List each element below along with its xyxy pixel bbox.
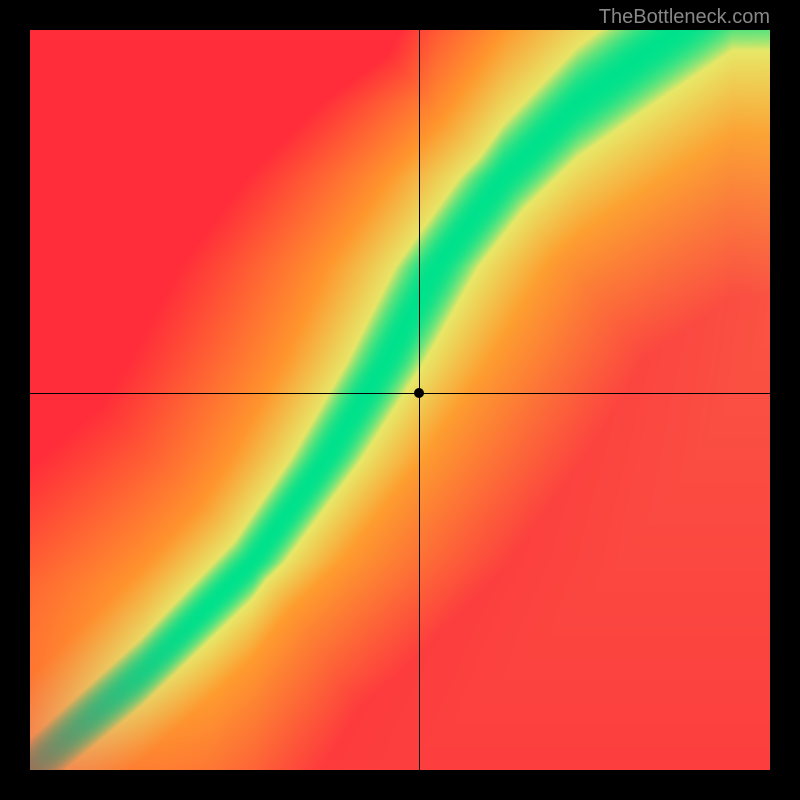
bottleneck-heatmap bbox=[30, 30, 770, 770]
heatmap-canvas bbox=[30, 30, 770, 770]
watermark-text: TheBottleneck.com bbox=[599, 6, 770, 29]
marker-dot bbox=[414, 388, 424, 398]
crosshair-vertical bbox=[419, 30, 420, 770]
crosshair-horizontal bbox=[30, 393, 770, 394]
